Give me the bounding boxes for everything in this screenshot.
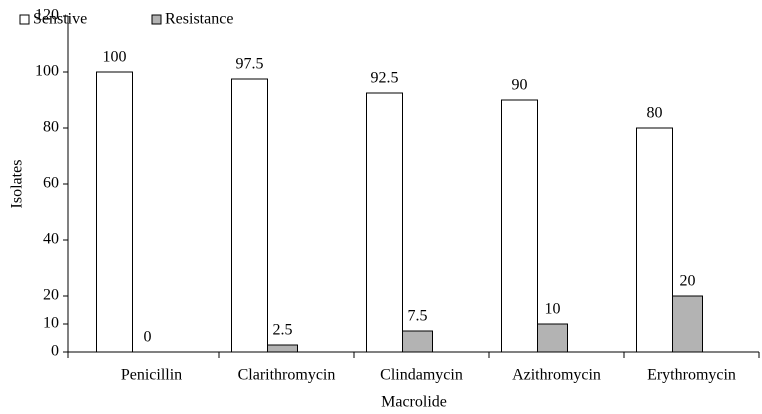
bar	[366, 92, 403, 353]
legend-swatch	[151, 14, 162, 25]
data-label: 2.5	[273, 322, 293, 339]
legend-label: Senstive	[33, 11, 87, 28]
bar	[672, 295, 703, 353]
y-tick-label: 40	[43, 231, 59, 248]
bar	[537, 323, 568, 353]
data-label: 7.5	[408, 308, 428, 325]
bar	[402, 330, 433, 353]
x-tick-label: Azithromycin	[512, 367, 601, 384]
legend-swatch	[19, 14, 30, 25]
x-tick-label: Clindamycin	[380, 367, 463, 384]
y-tick-label: 120	[35, 7, 59, 24]
x-tick-label: Clarithromycin	[238, 367, 336, 384]
bar	[636, 127, 673, 353]
data-label: 10	[545, 301, 561, 318]
y-tick-label: 10	[43, 315, 59, 332]
data-label: 0	[144, 329, 152, 346]
x-axis-label: Macrolide	[381, 394, 447, 411]
data-label: 90	[512, 77, 528, 94]
data-label: 20	[680, 273, 696, 290]
x-tick-label: Erythromycin	[647, 367, 736, 384]
data-label: 97.5	[236, 56, 264, 73]
y-tick-label: 100	[35, 63, 59, 80]
y-tick-label: 80	[43, 119, 59, 136]
y-tick-label: 20	[43, 287, 59, 304]
bar	[267, 344, 298, 353]
bar	[231, 78, 268, 353]
y-axis-label: Isolates	[9, 160, 26, 209]
y-tick-label: 0	[51, 343, 59, 360]
data-label: 100	[103, 49, 127, 66]
x-tick-label: Penicillin	[121, 367, 182, 384]
bar	[96, 71, 133, 353]
bar	[501, 99, 538, 353]
legend-label: Resistance	[165, 11, 233, 28]
data-label: 80	[647, 105, 663, 122]
y-tick-label: 60	[43, 175, 59, 192]
data-label: 92.5	[371, 70, 399, 87]
